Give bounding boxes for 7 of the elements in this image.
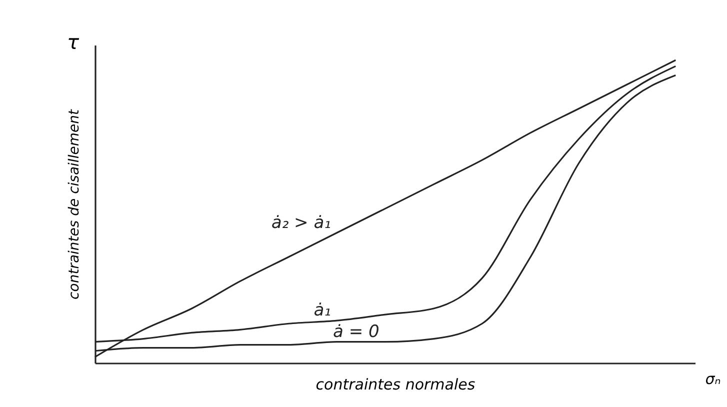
series-label: ȧ₂ > ȧ₁ — [271, 212, 331, 233]
series-label: ȧ = 0 — [333, 322, 380, 342]
text: σₙ — [705, 370, 721, 388]
series-label: ȧ₁ — [314, 300, 331, 321]
x-axis-title: contraintes normales — [316, 376, 476, 394]
y-axis-title: contraintes de cisaillement — [66, 109, 82, 300]
text: τ — [66, 30, 80, 54]
